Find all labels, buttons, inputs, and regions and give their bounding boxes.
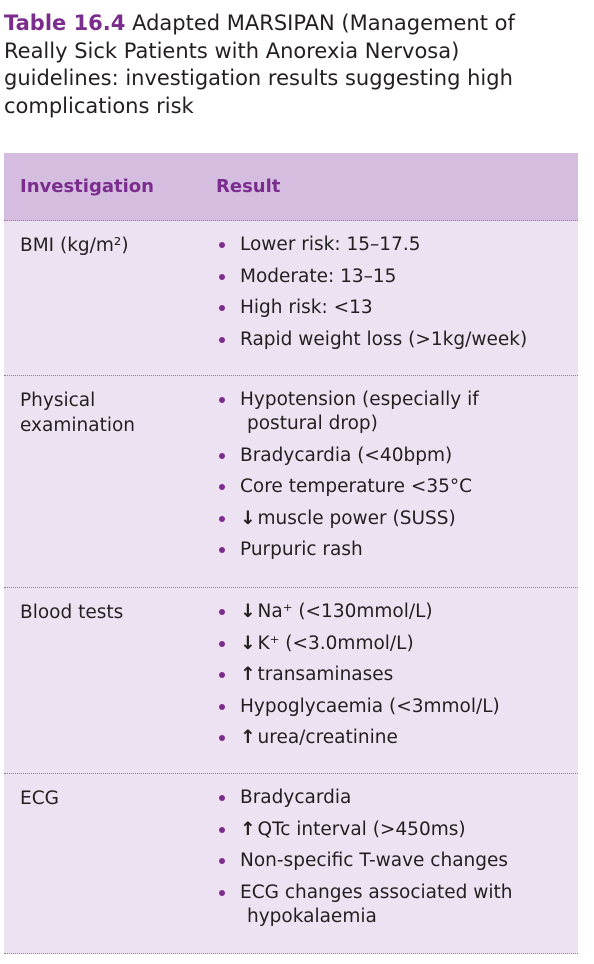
result-item: Non-specific T-wave changes (216, 849, 578, 873)
table-row: ECG Bradycardia ↑ QTc interval (>450ms) Non-… (4, 774, 578, 954)
investigation-label: Blood tests (20, 602, 124, 623)
result-item: Hypoglycaemia (<3mmol/L) (216, 695, 578, 719)
investigation-label: ECG (20, 788, 59, 809)
investigation-label: Physical examination (20, 390, 136, 436)
result-text: urea/creatinine (257, 727, 398, 748)
result-item: Bradycardia (216, 786, 578, 810)
result-text: K⁺ (<3.0mmol/L) (257, 632, 414, 654)
result-text: Core temperature <35°C (240, 476, 473, 497)
result-item: ↓ muscle power (SUSS) (216, 507, 578, 531)
investigation-label: BMI (kg/m²) (20, 235, 129, 256)
result-text: Hypoglycaemia (<3mmol/L) (240, 695, 500, 717)
table-title: Adapted MARSIPAN (Management of Really S… (4, 11, 515, 118)
result-item: ↑ transaminases (216, 663, 578, 687)
result-text: muscle power (SUSS) (257, 507, 456, 529)
result-item: Rapid weight loss (>1kg/week) (216, 328, 578, 352)
header-investigation: Investigation (20, 176, 154, 197)
result-item: Purpuric rash (216, 538, 578, 562)
result-item: Moderate: 13–15 (216, 265, 578, 289)
header-result: Result (216, 176, 281, 197)
result-text: Bradycardia (240, 787, 352, 808)
result-item: ↑ QTc interval (>450ms) (216, 818, 578, 842)
result-text: transaminases (257, 664, 394, 685)
result-list: ↓ Na⁺ (<130mmol/L) ↓ K⁺ (<3.0mmol/L) ↑ transa… (216, 588, 578, 773)
table-row: Physical examination Hypotension (especia… (4, 376, 578, 588)
table-caption: Table 16.4 Adapted MARSIPAN (Management … (4, 10, 564, 120)
result-list: Lower risk: 15–17.5 Moderate: 13–15 High r… (216, 221, 578, 375)
arrow-down-icon: ↓ (240, 632, 256, 654)
result-text: Hypotension (especially if (240, 389, 479, 410)
result-text: ECG changes associated with (240, 881, 513, 903)
result-text-continued: postural drop) (247, 413, 378, 434)
result-text: QTc interval (>450ms) (257, 818, 466, 840)
result-item: Lower risk: 15–17.5 (216, 233, 578, 257)
result-item: Bradycardia (<40bpm) (216, 444, 578, 468)
result-item: ↑ urea/creatinine (216, 726, 578, 750)
result-list: Hypotension (especially if postural drop)… (216, 376, 578, 587)
result-text: Na⁺ (<130mmol/L) (257, 601, 433, 622)
investigation-table: Investigation Result BMI (kg/m²) Lower ri… (4, 153, 578, 954)
arrow-up-icon: ↑ (240, 664, 256, 685)
result-text: Lower risk: 15–17.5 (240, 234, 421, 255)
arrow-down-icon: ↓ (240, 601, 256, 622)
result-text: Rapid weight loss (>1kg/week) (240, 328, 528, 350)
result-item: High risk: <13 (216, 296, 578, 320)
arrow-up-icon: ↑ (240, 727, 256, 748)
result-item: Hypotension (especially if postural drop) (216, 388, 578, 436)
table-row: BMI (kg/m²) Lower risk: 15–17.5 Moderate: … (4, 221, 578, 376)
table-body: BMI (kg/m²) Lower risk: 15–17.5 Moderate: … (4, 221, 578, 954)
table-header: Investigation Result (4, 153, 578, 221)
result-item: Core temperature <35°C (216, 475, 578, 499)
result-text: Moderate: 13–15 (240, 265, 397, 287)
result-item: ↓ K⁺ (<3.0mmol/L) (216, 632, 578, 656)
table-row: Blood tests ↓ Na⁺ (<130mmol/L) ↓ K⁺ (<3.0mmo… (4, 588, 578, 774)
result-item: ECG changes associated with hypokalaemia (216, 881, 578, 929)
result-text: High risk: <13 (240, 297, 373, 318)
result-list: Bradycardia ↑ QTc interval (>450ms) Non-spe… (216, 774, 578, 953)
result-text: Non-specific T-wave changes (240, 850, 509, 871)
arrow-up-icon: ↑ (240, 818, 256, 840)
result-text: Purpuric rash (240, 539, 363, 560)
result-text-continued: hypokalaemia (247, 905, 377, 927)
table-number: Table 16.4 (4, 11, 126, 35)
result-text: Bradycardia (<40bpm) (240, 444, 453, 466)
result-item: ↓ Na⁺ (<130mmol/L) (216, 600, 578, 624)
arrow-down-icon: ↓ (240, 507, 256, 529)
